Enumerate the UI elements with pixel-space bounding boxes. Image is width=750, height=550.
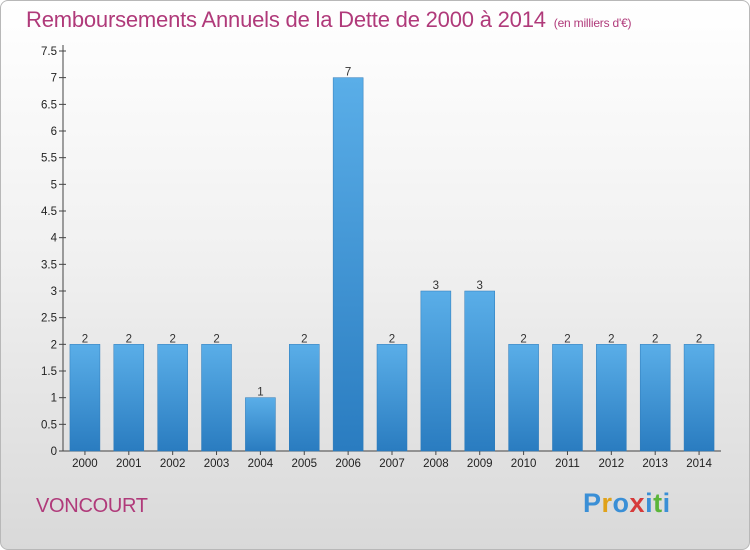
bar	[245, 397, 276, 452]
bar-value-label: 2	[169, 333, 175, 345]
y-tick-label: 3.5	[41, 259, 57, 271]
bar	[157, 344, 188, 452]
bar-value-label: 2	[301, 333, 307, 345]
bar	[201, 344, 232, 452]
logo-letter: o	[612, 488, 630, 518]
chart-subtitle: (en milliers d'€)	[553, 16, 632, 30]
x-tick-label: 2000	[72, 458, 98, 470]
logo-letter: i	[662, 488, 671, 518]
bar-value-label: 2	[389, 333, 395, 345]
bar-value-label: 1	[257, 387, 263, 399]
bar	[552, 344, 583, 452]
bar-value-label: 2	[82, 333, 88, 345]
y-tick-label: 7.5	[41, 46, 57, 58]
proxiti-logo: Proxiti	[583, 488, 671, 519]
x-tick-label: 2014	[686, 458, 712, 470]
bar	[639, 344, 671, 452]
x-tick-label: 2012	[599, 458, 625, 470]
bar	[289, 344, 320, 452]
y-tick-label: 6.5	[41, 99, 57, 111]
x-tick-label: 2003	[204, 458, 230, 470]
x-tick-label: 2009	[467, 458, 493, 470]
y-tick-label: 6	[51, 126, 57, 138]
logo-letter: r	[601, 488, 613, 518]
bar	[508, 344, 539, 452]
x-tick-label: 2006	[335, 458, 361, 470]
logo-letter: i	[645, 488, 654, 518]
bar-value-label: 3	[477, 280, 483, 292]
bar	[683, 344, 715, 452]
bar	[420, 290, 452, 452]
y-tick-label: 0	[51, 446, 57, 458]
x-tick-label: 2010	[511, 458, 537, 470]
x-tick-label: 2004	[248, 458, 274, 470]
y-tick-label: 2	[51, 339, 57, 351]
y-tick-label: 3	[51, 286, 57, 298]
y-tick-label: 2.5	[41, 313, 57, 325]
y-tick-label: 5	[51, 179, 57, 191]
x-tick-label: 2001	[116, 458, 142, 470]
x-tick-label: 2007	[379, 458, 405, 470]
chart-title-text: Remboursements Annuels de la Dette de 20…	[26, 7, 546, 32]
y-tick-label: 7	[51, 73, 57, 85]
bar-value-label: 2	[564, 333, 570, 345]
bar	[113, 344, 145, 452]
y-tick-label: 4.5	[41, 206, 57, 218]
location-label: VONCOURT	[36, 495, 148, 517]
bar	[332, 77, 364, 452]
bar-value-label: 2	[213, 333, 219, 345]
bar-value-label: 2	[608, 333, 614, 345]
chart-title: Remboursements Annuels de la Dette de 20…	[26, 7, 632, 33]
x-tick-label: 2011	[555, 458, 580, 470]
bar-value-label: 7	[345, 67, 351, 79]
bar	[376, 344, 408, 452]
y-tick-label: 1.5	[41, 366, 57, 378]
bar	[596, 344, 627, 452]
y-tick-label: 0.5	[41, 419, 57, 431]
axes: 0 0.5 1 1.5 2 2.5 3 3.5 4 4.5 5 5.5 6 6.5 7 7.5 2000 2001…	[41, 45, 721, 470]
bar-value-label: 2	[652, 333, 658, 345]
logo-letter: P	[583, 488, 602, 518]
x-tick-label: 2002	[160, 458, 186, 470]
y-tick-label: 4	[51, 233, 58, 245]
logo-letter: t	[653, 488, 663, 518]
logo-letter: x	[629, 488, 646, 518]
x-tick-label: 2013	[642, 458, 668, 470]
bar-value-label: 2	[696, 333, 702, 345]
y-tick-label: 5.5	[41, 153, 57, 165]
bars	[69, 77, 715, 452]
y-tick-label: 1	[51, 393, 57, 405]
bar-value-label: 2	[520, 333, 526, 345]
bar	[69, 344, 101, 452]
bar-value-label: 3	[433, 280, 439, 292]
x-tick-label: 2005	[291, 458, 317, 470]
bar	[464, 290, 495, 452]
x-tick-label: 2008	[423, 458, 449, 470]
bar-value-label: 2	[126, 333, 132, 345]
